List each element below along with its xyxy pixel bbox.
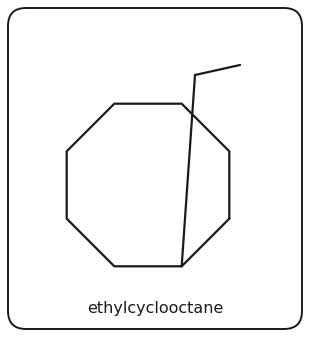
Text: ethylcyclooctane: ethylcyclooctane [87, 301, 223, 315]
FancyBboxPatch shape [8, 8, 302, 329]
